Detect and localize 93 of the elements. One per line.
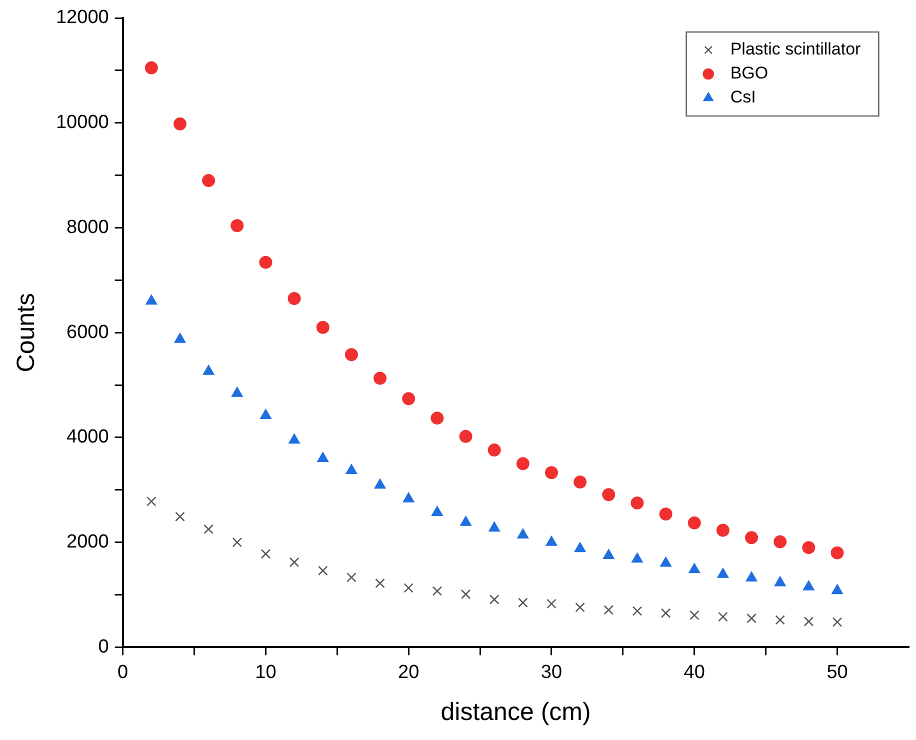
point bbox=[802, 580, 814, 590]
point bbox=[832, 584, 843, 594]
point bbox=[231, 386, 243, 397]
point bbox=[430, 412, 444, 425]
point bbox=[288, 292, 301, 306]
point bbox=[432, 586, 442, 596]
point bbox=[374, 478, 386, 489]
point bbox=[175, 512, 185, 522]
y-tick-label: 12000 bbox=[56, 7, 109, 28]
point bbox=[260, 548, 271, 559]
x-tick-label: 40 bbox=[684, 662, 705, 683]
point bbox=[659, 508, 672, 521]
point bbox=[346, 572, 356, 582]
point bbox=[632, 606, 642, 616]
point bbox=[232, 537, 242, 548]
point bbox=[488, 522, 500, 532]
point bbox=[604, 605, 614, 615]
point bbox=[746, 571, 758, 582]
point bbox=[718, 612, 728, 622]
point bbox=[260, 408, 272, 419]
point bbox=[832, 617, 842, 627]
y-tick-label: 4000 bbox=[66, 426, 109, 448]
point bbox=[317, 452, 329, 462]
legend-label: Plastic scintillator bbox=[730, 40, 862, 59]
point bbox=[716, 524, 730, 537]
point bbox=[146, 496, 156, 506]
point bbox=[802, 541, 816, 554]
point bbox=[575, 602, 585, 612]
point bbox=[288, 434, 300, 444]
point bbox=[174, 332, 186, 343]
point bbox=[688, 563, 700, 574]
point bbox=[746, 613, 756, 624]
y-tick-label: 8000 bbox=[66, 216, 109, 238]
point bbox=[460, 516, 472, 526]
point bbox=[146, 294, 158, 305]
point bbox=[574, 476, 587, 489]
point bbox=[374, 372, 387, 385]
point bbox=[660, 608, 671, 618]
point bbox=[602, 548, 614, 559]
y-axis-title: Counts bbox=[12, 292, 40, 372]
point bbox=[431, 506, 443, 516]
point bbox=[230, 219, 244, 232]
point bbox=[544, 466, 558, 480]
legend-label: BGO bbox=[730, 64, 768, 83]
point bbox=[632, 552, 643, 563]
point bbox=[204, 524, 214, 534]
point bbox=[830, 546, 844, 560]
point bbox=[489, 594, 500, 604]
point bbox=[173, 117, 186, 130]
point bbox=[316, 320, 330, 334]
point bbox=[546, 598, 556, 609]
point bbox=[259, 256, 272, 269]
point bbox=[402, 392, 416, 406]
point bbox=[574, 542, 586, 552]
point bbox=[402, 492, 414, 502]
point bbox=[488, 444, 501, 457]
x-tick-label: 20 bbox=[398, 662, 420, 683]
point bbox=[517, 528, 529, 538]
point bbox=[630, 496, 644, 510]
point bbox=[144, 61, 158, 74]
point bbox=[717, 568, 729, 578]
point bbox=[804, 616, 814, 626]
point bbox=[775, 615, 785, 625]
point bbox=[202, 174, 216, 188]
point bbox=[460, 589, 471, 600]
y-tick-label: 6000 bbox=[66, 322, 109, 343]
x-tick-label: 0 bbox=[118, 662, 128, 683]
point bbox=[346, 464, 358, 474]
point bbox=[202, 364, 214, 375]
y-tick-label: 10000 bbox=[56, 112, 109, 134]
point bbox=[318, 566, 328, 576]
y-tick-label: 2000 bbox=[66, 532, 109, 553]
point bbox=[518, 598, 528, 608]
point bbox=[688, 516, 701, 530]
point bbox=[660, 556, 672, 567]
point bbox=[344, 348, 358, 362]
point bbox=[774, 535, 787, 548]
point bbox=[289, 557, 300, 568]
y-tick-label: 0 bbox=[98, 636, 109, 658]
x-tick-label: 30 bbox=[540, 662, 562, 683]
legend-label: CsI bbox=[730, 88, 756, 107]
point bbox=[516, 457, 530, 470]
point bbox=[459, 430, 472, 443]
point bbox=[689, 610, 700, 620]
x-axis-title: distance (cm) bbox=[440, 698, 591, 726]
point bbox=[602, 488, 616, 502]
point bbox=[745, 531, 758, 544]
x-tick-label: 10 bbox=[255, 662, 276, 683]
point bbox=[404, 583, 414, 593]
point bbox=[774, 576, 786, 586]
point bbox=[546, 536, 558, 546]
x-tick-label: 50 bbox=[826, 662, 848, 683]
point bbox=[375, 578, 385, 588]
